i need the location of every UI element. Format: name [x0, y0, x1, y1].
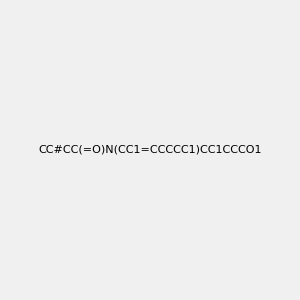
- Text: CC#CC(=O)N(CC1=CCCCC1)CC1CCCO1: CC#CC(=O)N(CC1=CCCCC1)CC1CCCO1: [38, 145, 262, 155]
